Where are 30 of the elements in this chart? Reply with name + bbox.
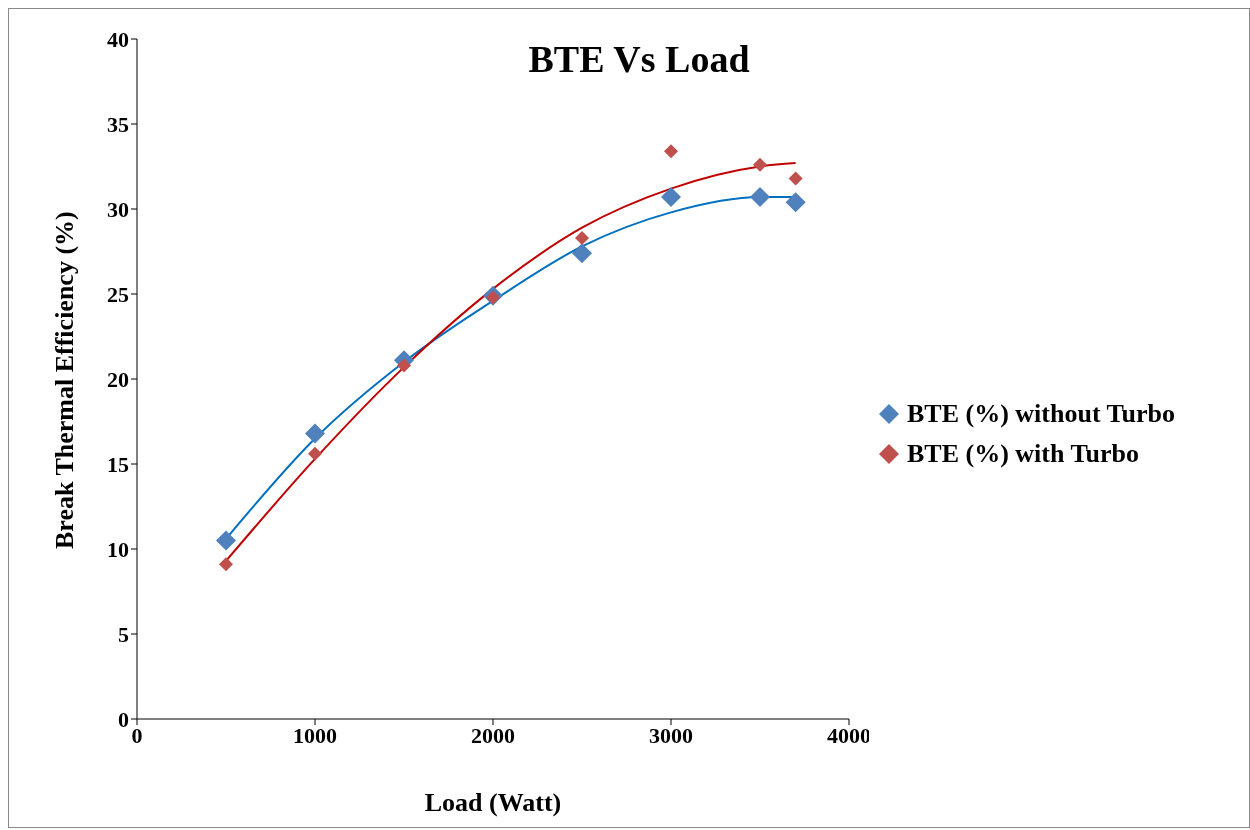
point — [216, 530, 236, 551]
y-tick-label: 15 — [107, 451, 129, 477]
y-tick-label: 30 — [107, 196, 129, 222]
point — [308, 446, 322, 461]
point — [219, 557, 233, 572]
point — [750, 187, 770, 208]
y-tick-label: 35 — [107, 111, 129, 137]
legend-label: BTE (%) with Turbo — [907, 439, 1139, 469]
point — [575, 230, 589, 245]
legend-label: BTE (%) without Turbo — [907, 399, 1176, 429]
point — [664, 144, 678, 159]
x-tick-label: 2000 — [471, 722, 515, 748]
x-tick-label: 3000 — [649, 722, 693, 748]
y-tick-label: 25 — [107, 281, 129, 307]
point — [788, 171, 803, 186]
x-axis-title: Load (Watt) — [424, 788, 562, 817]
point — [753, 157, 767, 172]
y-tick-label: 20 — [107, 366, 129, 392]
point — [397, 358, 411, 373]
y-tick-label: 5 — [118, 621, 129, 647]
point — [661, 187, 681, 208]
y-tick-label: 0 — [118, 706, 129, 732]
point — [785, 192, 806, 213]
y-tick-label: 10 — [107, 536, 129, 562]
y-axis-title: Break Thermal Efficiency (%) — [50, 211, 80, 549]
x-tick-label: 1000 — [293, 722, 337, 748]
point — [305, 423, 325, 444]
chart-title: BTE Vs Load — [527, 37, 751, 81]
y-tick-label: 40 — [107, 26, 129, 52]
point — [572, 243, 592, 264]
